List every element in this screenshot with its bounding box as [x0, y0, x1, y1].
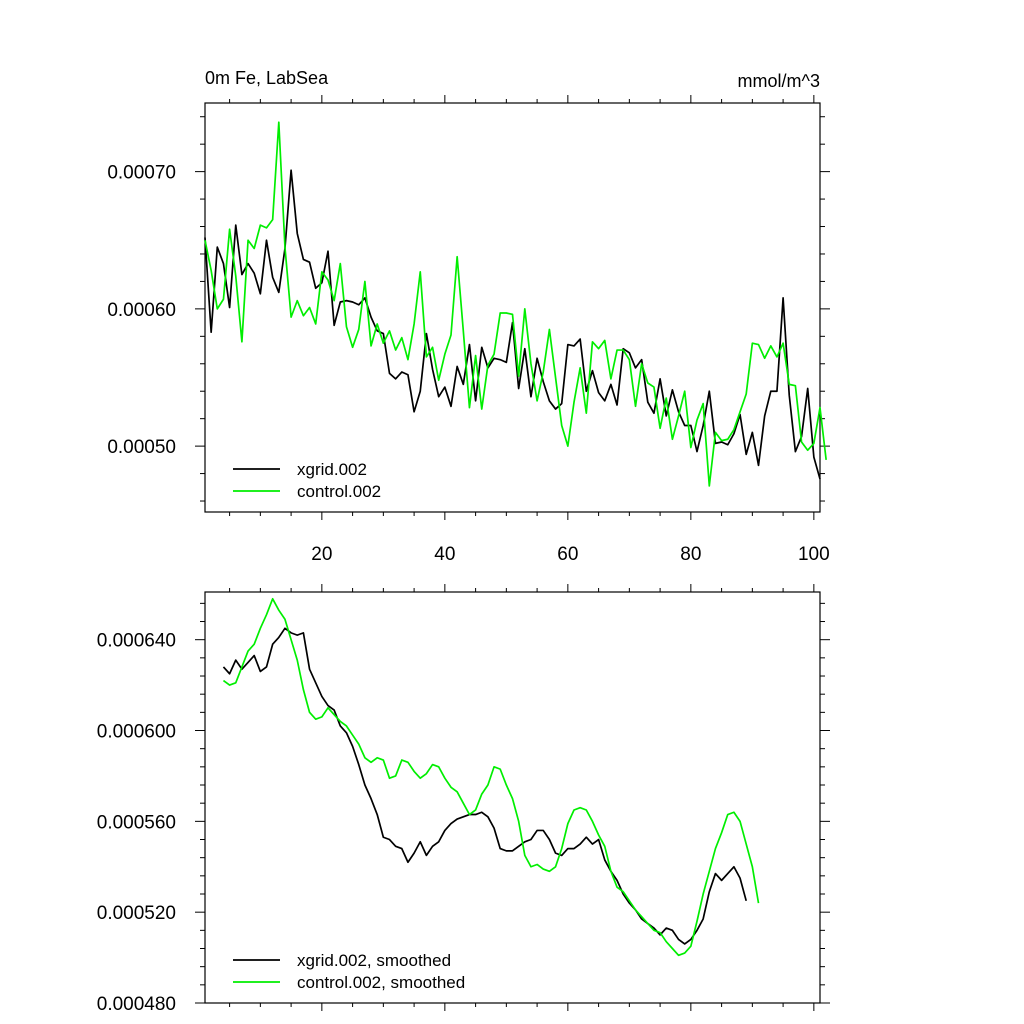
legend-label-xgrid-002-smoothed: xgrid.002, smoothed — [297, 951, 451, 970]
legend-label-control-002-smoothed: control.002, smoothed — [297, 973, 465, 992]
y-tick-label: 0.000520 — [97, 903, 176, 924]
top-plot-frame — [204, 102, 821, 513]
top-legend: xgrid.002 control.002 — [233, 460, 381, 501]
y-tick-label: 0.000640 — [97, 631, 176, 652]
x-tick-label: 100 — [798, 544, 830, 565]
top-panel: 0m Fe, LabSea mmol/m^3 0.000500.000600.0… — [107, 68, 830, 565]
control-002-line — [204, 121, 827, 487]
bottom-ticks — [195, 584, 830, 1011]
bottom-ytick-labels: 0.000480 0.000520 0.000560 0.000600 0.000640 — [97, 631, 176, 1015]
xgrid-002-line — [204, 169, 821, 480]
bottom-panel: 0.000480 0.000520 0.000560 0.000600 0.000640… — [97, 584, 830, 1015]
legend-label-control-002: control.002 — [297, 482, 381, 501]
y-tick-label: 0.000600 — [97, 722, 176, 743]
control-002-smoothed-line — [222, 597, 760, 957]
x-tick-label: 20 — [311, 544, 332, 565]
xgrid-002-smoothed-line — [222, 627, 748, 945]
y-tick-label: 0.00070 — [107, 163, 176, 184]
bottom-legend: xgrid.002, smoothed control.002, smoothe… — [233, 951, 465, 992]
y-tick-label: 0.00060 — [107, 300, 176, 321]
top-panel-title: 0m Fe, LabSea — [205, 68, 329, 88]
x-tick-label: 40 — [434, 544, 455, 565]
y-tick-label: 0.000560 — [97, 812, 176, 833]
y-tick-label: 0.00050 — [107, 437, 176, 458]
x-tick-label: 80 — [680, 544, 701, 565]
x-tick-label: 60 — [557, 544, 578, 565]
top-panel-units: mmol/m^3 — [738, 71, 820, 91]
top-xtick-labels: 20 40 60 80 100 — [311, 544, 829, 565]
top-ticks — [195, 95, 830, 520]
legend-label-xgrid-002: xgrid.002 — [297, 460, 367, 479]
bottom-plot-frame — [204, 591, 821, 1004]
top-ytick-labels: 0.00050 0.00060 0.00070 — [107, 163, 176, 458]
y-tick-label: 0.000480 — [97, 994, 176, 1015]
